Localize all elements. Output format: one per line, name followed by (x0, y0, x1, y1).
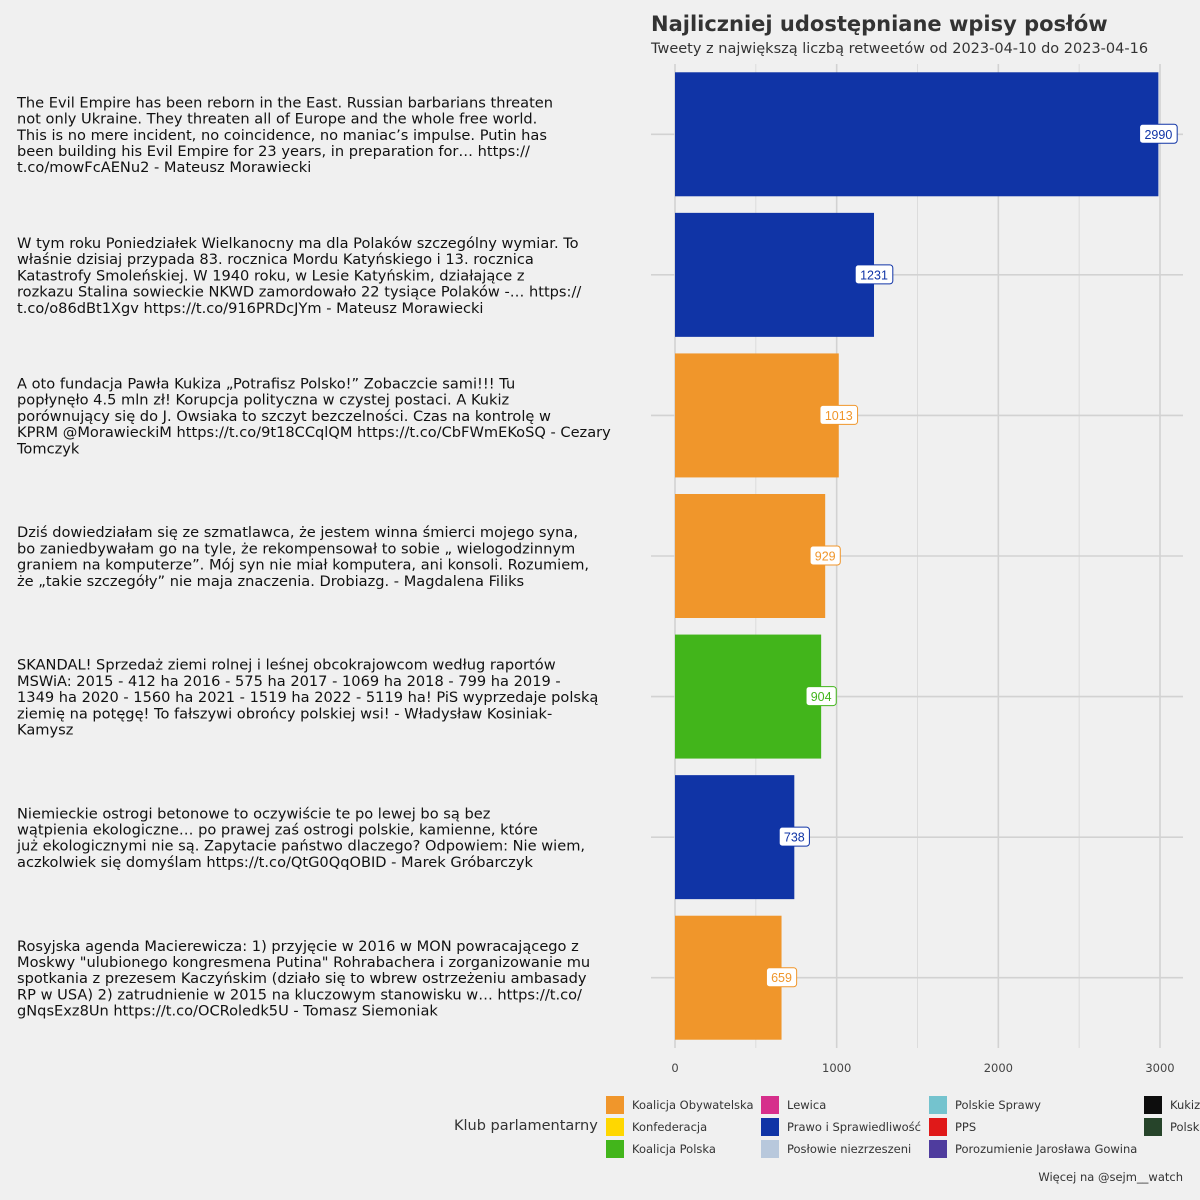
category-label: W tym roku Poniedziałek Wielkanocny ma d… (17, 235, 581, 317)
value-label: 1231 (860, 268, 888, 282)
legend-label: Polska 2050 (1170, 1120, 1200, 1134)
legend-swatch (606, 1096, 624, 1114)
value-label: 2990 (1144, 128, 1172, 142)
value-label: 904 (811, 690, 832, 704)
legend-swatch (1144, 1118, 1162, 1136)
legend-label: Lewica (787, 1098, 827, 1112)
legend-label: Prawo i Sprawiedliwość (787, 1120, 921, 1134)
bar (675, 494, 826, 618)
category-label: Niemieckie ostrogi betonowe to oczywiści… (16, 805, 585, 871)
value-label: 659 (771, 971, 792, 985)
value-label: 929 (815, 550, 836, 564)
legend: Koalicja Obywatelska Konfederacja Koalicja… (606, 1096, 1200, 1160)
value-label-box (854, 264, 894, 285)
legend-label: Polskie Sprawy (955, 1098, 1041, 1112)
chart-title: Najliczniej udostępniane wpisy posłów (651, 12, 1108, 36)
legend-swatch (929, 1096, 947, 1114)
legend-swatch (606, 1118, 624, 1136)
legend-label: Kukiz'15 (1170, 1098, 1200, 1112)
bar (675, 634, 822, 759)
x-tick-label: 0 (671, 1061, 678, 1075)
bar (675, 353, 839, 478)
bar (675, 775, 795, 900)
value-label: 738 (784, 831, 805, 845)
legend-swatch (929, 1140, 947, 1158)
value-label-box (778, 826, 810, 847)
legend-label: Posłowie niezrzeszeni (787, 1142, 912, 1156)
value-label-box (765, 967, 798, 988)
value-label-box (1139, 123, 1178, 144)
bar (675, 72, 1159, 197)
x-tick-label: 3000 (1145, 1061, 1174, 1075)
category-label: The Evil Empire has been reborn in the E… (16, 94, 553, 176)
legend-swatch (929, 1118, 947, 1136)
value-label-box (819, 404, 859, 425)
category-label: Dziś dowiedziałam się ze szmatlawca, że … (17, 524, 589, 590)
legend-label: Koalicja Obywatelska (632, 1098, 754, 1112)
value-label-box (809, 545, 841, 566)
legend-swatch (761, 1118, 779, 1136)
category-label: Rosyjska agenda Macierewicza: 1) przyjęc… (17, 938, 590, 1020)
x-tick-label: 1000 (822, 1061, 851, 1075)
x-tick-label: 2000 (984, 1061, 1013, 1075)
category-label: SKANDAL! Sprzedaż ziemi rolnej i leśnej … (17, 657, 598, 739)
legend-title: Klub parlamentarny (454, 1118, 598, 1134)
legend-swatch (606, 1140, 624, 1158)
category-label: A oto fundacja Pawła Kukiza „Potrafisz P… (16, 376, 611, 458)
legend-swatch (1144, 1096, 1162, 1114)
bar (675, 915, 782, 1040)
caption: Więcej na @sejm__watch (1038, 1170, 1183, 1184)
legend-label: Porozumienie Jarosława Gowina (955, 1142, 1138, 1156)
legend-label: Koalicja Polska (632, 1142, 716, 1156)
value-label-box (805, 686, 837, 707)
legend-label: PPS (955, 1120, 977, 1134)
value-label: 1013 (825, 409, 853, 423)
chart-subtitle: Tweety z największą liczbą retweetów od … (651, 41, 1149, 57)
bar (675, 212, 875, 337)
legend-label: Konfederacja (632, 1120, 708, 1134)
legend-swatch (761, 1096, 779, 1114)
legend-swatch (761, 1140, 779, 1158)
